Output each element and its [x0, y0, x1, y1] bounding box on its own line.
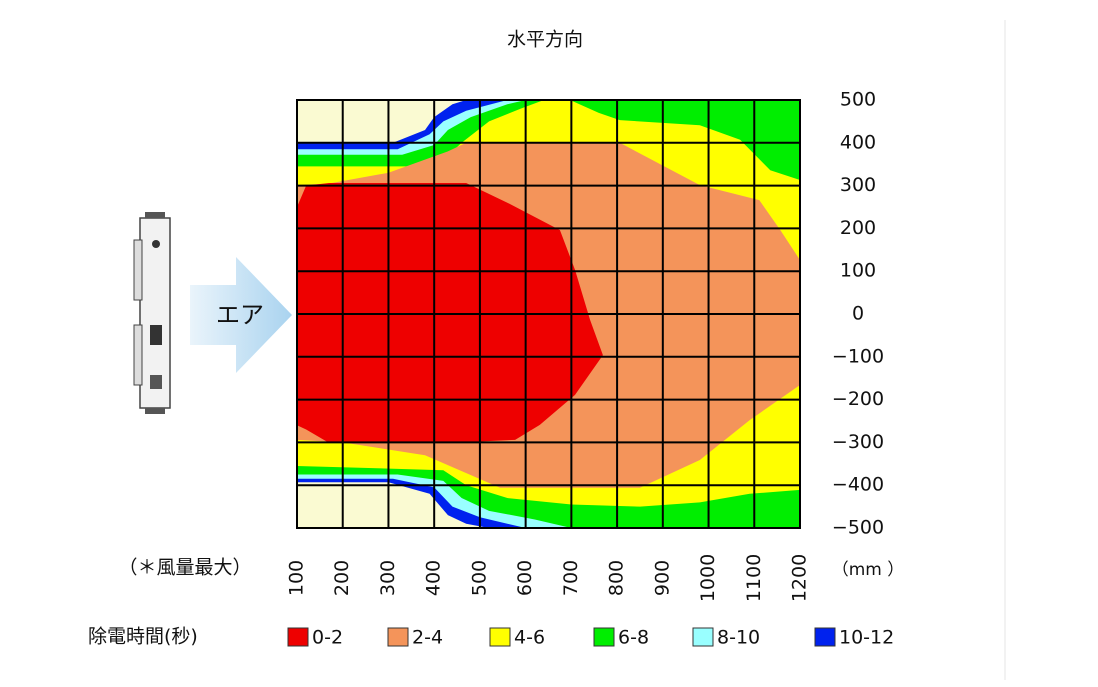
y-tick-label: 200 [840, 217, 876, 239]
y-tick-label: −500 [832, 517, 884, 539]
x-tick-label: 1200 [789, 554, 811, 602]
legend-label: 10-12 [839, 627, 894, 649]
chart-title: 水平方向 [507, 29, 583, 51]
legend-swatch [387, 627, 409, 647]
plot-border [296, 99, 801, 529]
legend-label: 0-2 [312, 627, 343, 649]
x-tick-label: 1100 [743, 554, 765, 602]
x-tick-label: 600 [514, 560, 536, 596]
legend-title: 除電時間(秒) [88, 626, 198, 648]
y-tick-label: 300 [840, 174, 876, 196]
x-tick-label: 700 [560, 560, 582, 596]
device [133, 212, 171, 414]
plot: 100 200 300 400 500 600 700 800 900 1000 1100 12005… [286, 89, 885, 603]
legend-swatch [692, 627, 714, 647]
x-unit: （mm ） [832, 560, 905, 580]
arrow-label: エア [216, 301, 264, 329]
legend-label: 8-10 [717, 627, 760, 649]
legend-swatch [287, 627, 309, 647]
x-tick-label: 1000 [697, 554, 719, 602]
x-tick-label: 500 [468, 560, 490, 596]
legend-swatch [593, 627, 615, 647]
x-tick-label: 200 [331, 560, 353, 596]
x-tick-label: 800 [606, 560, 628, 596]
y-tick-label: 400 [840, 131, 876, 153]
y-tick-label: −400 [832, 474, 884, 496]
legend-label: 2-4 [412, 627, 443, 649]
x-tick-label: 900 [651, 560, 673, 596]
y-tick-label: 500 [840, 89, 876, 111]
note: （＊風量最大） [118, 557, 251, 579]
y-tick-label: 0 [852, 303, 864, 325]
y-tick-label: 100 [840, 260, 876, 282]
x-tick-label: 100 [286, 560, 308, 596]
y-tick-label: −100 [832, 345, 884, 367]
y-tick-label: −300 [832, 431, 884, 453]
x-tick-label: 400 [423, 560, 445, 596]
legend-label: 4-6 [514, 627, 545, 649]
legend-label: 6-8 [618, 627, 649, 649]
air-arrow [190, 257, 292, 373]
x-tick-label: 300 [377, 560, 399, 596]
legend-swatch [814, 627, 836, 647]
y-tick-label: −200 [832, 388, 884, 410]
legend-swatch [489, 627, 511, 647]
legend: 0-2 2-4 4-6 6-8 8-10 10-12 [287, 627, 894, 649]
